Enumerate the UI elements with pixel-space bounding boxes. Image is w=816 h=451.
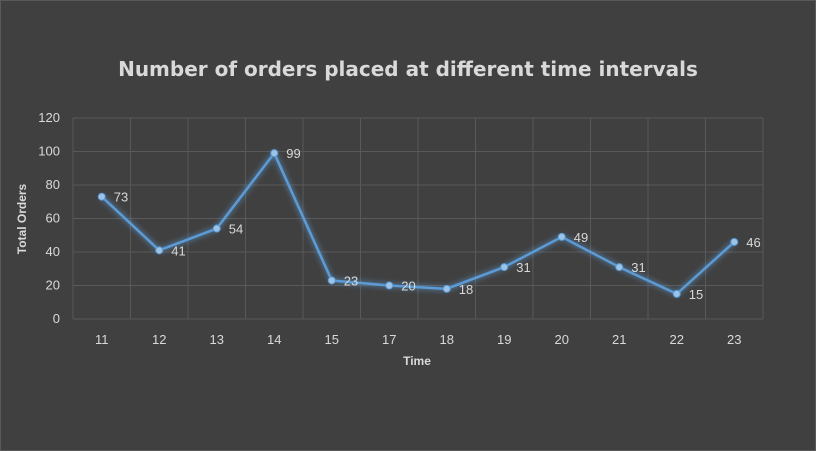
x-tick-label: 13 — [210, 332, 224, 347]
data-point — [442, 284, 451, 293]
data-point — [155, 246, 164, 255]
data-point — [500, 263, 509, 272]
x-tick-label: 18 — [440, 332, 454, 347]
data-point — [327, 276, 336, 285]
x-tick-label: 14 — [267, 332, 281, 347]
data-point — [270, 149, 279, 158]
data-point — [615, 263, 624, 272]
data-label: 99 — [286, 146, 300, 161]
data-point — [730, 237, 739, 246]
data-label: 73 — [114, 190, 128, 205]
data-label: 18 — [459, 282, 473, 297]
x-tick-label: 15 — [325, 332, 339, 347]
data-label: 31 — [516, 260, 530, 275]
y-tick-label: 120 — [38, 110, 60, 125]
data-point — [557, 232, 566, 241]
y-tick-label: 80 — [46, 177, 60, 192]
x-tick-label: 20 — [555, 332, 569, 347]
y-tick-label: 40 — [46, 244, 60, 259]
chart-title: Number of orders placed at different tim… — [118, 57, 698, 81]
x-tick-label: 23 — [727, 332, 741, 347]
data-label: 41 — [171, 243, 185, 258]
data-label: 23 — [344, 273, 358, 288]
data-label: 31 — [631, 260, 645, 275]
y-tick-label: 100 — [38, 144, 60, 159]
x-tick-label: 11 — [95, 332, 109, 347]
data-label: 54 — [229, 222, 243, 237]
data-point — [212, 224, 221, 233]
data-point — [672, 289, 681, 298]
data-point — [385, 281, 394, 290]
x-tick-label: 19 — [497, 332, 511, 347]
y-tick-label: 60 — [46, 211, 60, 226]
y-tick-label: 20 — [46, 278, 60, 293]
x-tick-label: 17 — [382, 332, 396, 347]
y-tick-label: 0 — [53, 311, 60, 326]
x-tick-label: 22 — [670, 332, 684, 347]
x-tick-label: 12 — [152, 332, 166, 347]
series-line — [100, 151, 736, 296]
x-tick-label: 21 — [612, 332, 626, 347]
data-label: 46 — [746, 235, 760, 250]
x-axis-title: Time — [403, 354, 431, 368]
data-label: 49 — [574, 230, 588, 245]
data-point — [97, 192, 106, 201]
data-label: 20 — [401, 279, 415, 294]
data-label: 15 — [689, 287, 703, 302]
